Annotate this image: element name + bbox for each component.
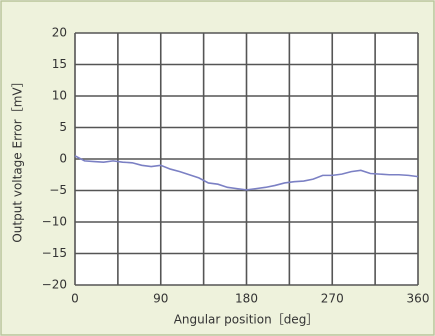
x-axis-label: Angular position［deg］: [174, 313, 319, 327]
x-tick-label: 90: [153, 292, 168, 306]
y-tick-label: 10: [52, 89, 67, 103]
y-tick-label: −20: [42, 278, 67, 292]
x-tick-label: 180: [235, 292, 258, 306]
y-tick-label: −15: [42, 246, 67, 260]
y-tick-label: −10: [42, 215, 67, 229]
y-tick-label: 15: [52, 57, 67, 71]
y-tick-label: 20: [52, 26, 67, 40]
x-tick-label: 360: [407, 292, 430, 306]
x-tick-label: 0: [71, 292, 79, 306]
y-axis-label: Output voltage Error［mV］: [11, 75, 25, 242]
y-tick-label: −5: [49, 183, 67, 197]
x-tick-label: 270: [321, 292, 344, 306]
y-tick-label: 5: [59, 120, 67, 134]
data-line: [74, 155, 419, 191]
y-tick-label: 0: [59, 152, 67, 166]
